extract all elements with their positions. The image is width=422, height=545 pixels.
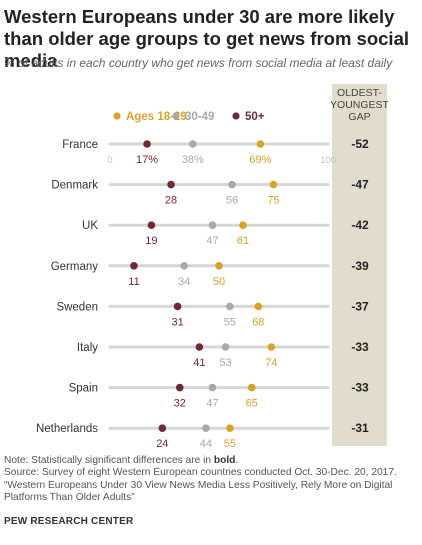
dot-young (215, 262, 223, 270)
gap-header-line: GAP (348, 111, 370, 123)
significance-note: Note: Statistically significant differen… (4, 455, 418, 467)
gap-header-line: YOUNGEST (330, 99, 390, 111)
report-title-note: “Western Europeans Under 30 View News Me… (4, 479, 393, 504)
value-label-mid: 34 (178, 276, 190, 288)
gap-value: -33 (351, 381, 369, 395)
dot-old (143, 140, 151, 148)
gap-value: -31 (351, 421, 369, 435)
note-bold: bold (213, 455, 236, 466)
value-label-mid: 47 (206, 398, 218, 410)
gap-header-line: OLDEST- (337, 87, 382, 99)
legend-swatch-mid (172, 112, 180, 120)
dot-old (147, 221, 156, 229)
legend-label-old: 50+ (245, 111, 265, 123)
dot-old (173, 302, 182, 311)
chart-title: Western Europeans under 30 are more like… (4, 6, 410, 71)
dot-old (195, 343, 204, 351)
dot-old (175, 383, 184, 392)
country-label: UK (82, 220, 98, 232)
org-credit: PEW RESEARCH CENTER (4, 516, 134, 527)
dot-mid (208, 221, 217, 229)
gap-value: -42 (351, 218, 369, 232)
dot-mid (189, 140, 197, 148)
dot-young (256, 140, 265, 148)
value-label-mid: 56 (226, 195, 238, 207)
note-suffix: . (235, 455, 239, 466)
value-label-mid: 38% (182, 154, 204, 166)
country-label: Netherlands (36, 423, 98, 435)
axis-max-label: 100 (320, 155, 336, 166)
country-label: Spain (69, 383, 98, 395)
value-label-old: 31 (171, 316, 183, 328)
dot-young (254, 302, 263, 311)
value-label-young: 69% (249, 154, 271, 166)
dot-old (158, 424, 167, 433)
value-label-young: 55 (224, 438, 236, 450)
dot-young (239, 221, 247, 229)
value-label-old: 24 (156, 438, 168, 450)
gap-value: -47 (351, 178, 369, 192)
value-label-young: 50 (213, 276, 225, 288)
country-label: Germany (51, 261, 99, 273)
value-label-young: 65 (246, 398, 258, 410)
value-label-young: 74 (265, 357, 277, 369)
value-label-old: 11 (128, 276, 139, 288)
gap-value: -39 (351, 259, 369, 273)
value-label-old: 17% (136, 154, 158, 166)
value-label-young: 75 (267, 195, 279, 207)
country-label: France (62, 139, 98, 151)
chart-subtitle: % of adults in each country who get news… (4, 56, 393, 70)
value-label-young: 68 (252, 316, 264, 328)
gap-value: -37 (351, 299, 369, 313)
gap-value: -52 (351, 137, 369, 151)
legend-label-mid: 30-49 (185, 111, 214, 123)
dot-young (267, 343, 276, 351)
gap-column-bg (332, 84, 387, 446)
value-label-old: 28 (165, 195, 177, 207)
dot-old (130, 262, 138, 270)
dot-young (247, 383, 256, 392)
value-label-old: 32 (174, 398, 186, 410)
dot-mid (180, 262, 188, 270)
value-label-mid: 53 (219, 357, 231, 369)
value-label-young: 61 (237, 235, 249, 247)
dot-young (226, 424, 234, 433)
legend-swatch-young (113, 112, 121, 120)
dot-mid (221, 343, 230, 351)
legend-swatch-old (232, 112, 240, 120)
dot-mid (208, 383, 217, 392)
value-label-mid: 47 (206, 235, 218, 247)
country-label: Denmark (51, 180, 98, 192)
value-label-old: 41 (193, 357, 205, 369)
note-prefix: Note: Statistically significant differen… (4, 455, 214, 466)
value-label-old: 19 (145, 235, 157, 247)
gap-value: -33 (351, 340, 369, 354)
dot-old (167, 180, 175, 189)
value-label-mid: 44 (200, 438, 212, 450)
value-label-mid: 55 (224, 316, 236, 328)
country-label: Sweden (56, 301, 98, 313)
source-note: Source: Survey of eight Western European… (4, 467, 397, 479)
dot-young (269, 180, 278, 189)
legend-label-young: Ages 18-29 (126, 111, 187, 123)
dot-mid (228, 180, 236, 189)
axis-min-label: 0 (107, 155, 112, 166)
dot-mid (202, 424, 210, 433)
chart-notes: Note: Statistically significant differen… (4, 455, 418, 505)
dot-mid (226, 302, 234, 311)
country-label: Italy (77, 342, 98, 354)
